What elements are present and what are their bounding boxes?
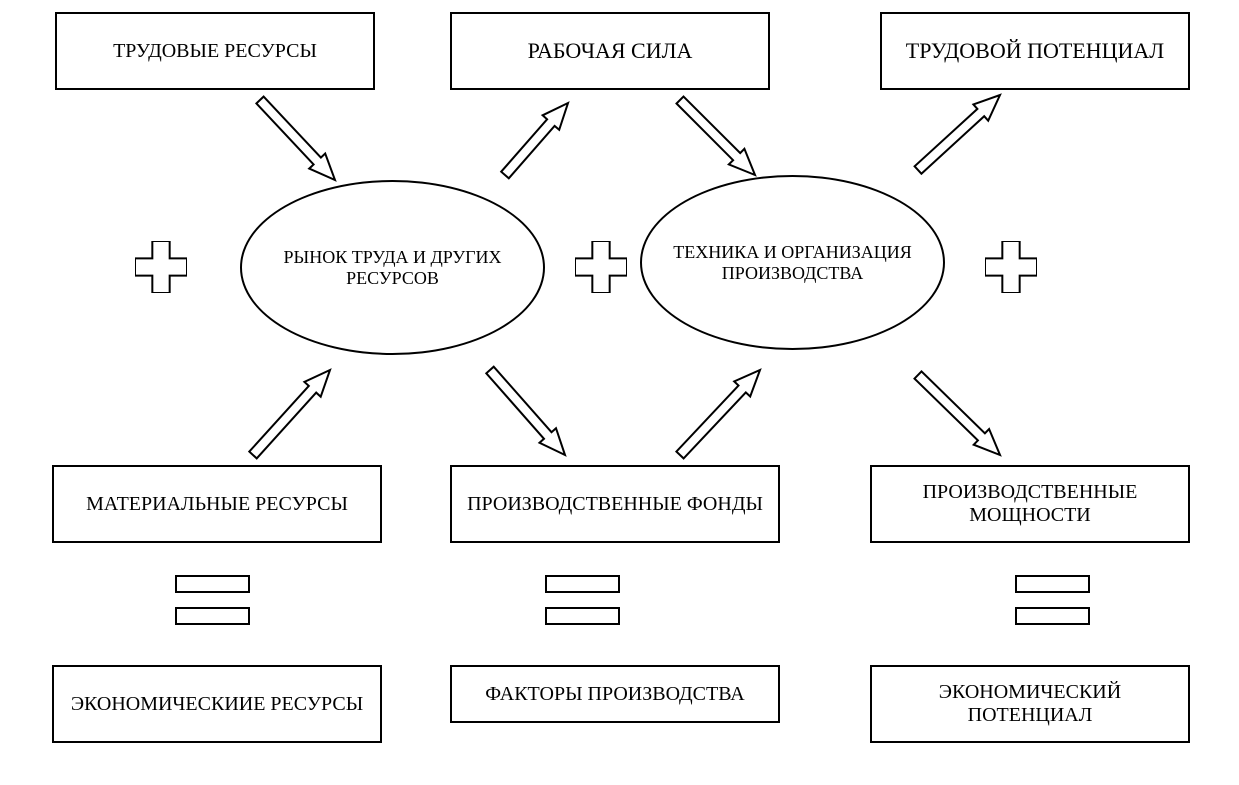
arrow-icon [0, 0, 1239, 785]
